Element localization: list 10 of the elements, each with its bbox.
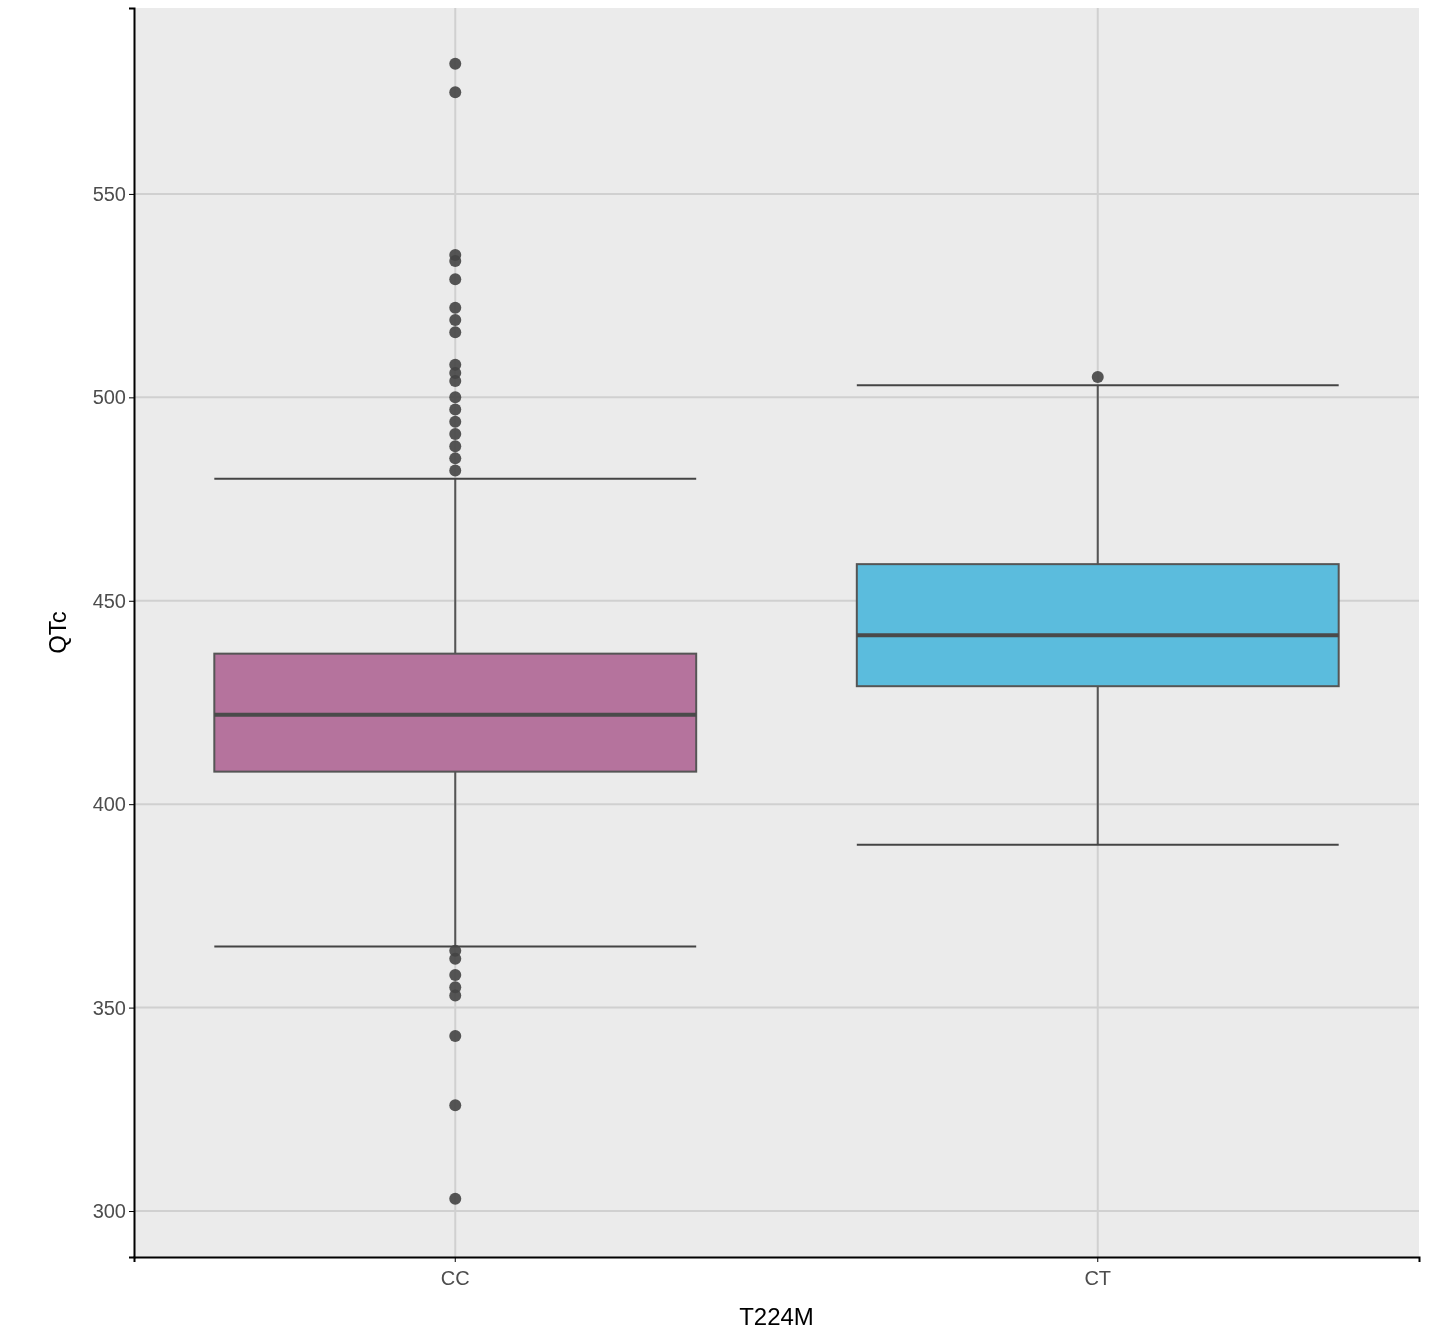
x-tick-label: CC <box>440 1267 470 1289</box>
y-tick-label: 400 <box>92 793 126 816</box>
y-tick-label: 500 <box>92 386 126 409</box>
y-tick-label: 350 <box>92 996 126 1019</box>
x-tick-label: CT <box>1084 1267 1112 1289</box>
x-axis-title: T224M <box>739 1303 814 1330</box>
y-tick-label: 300 <box>92 1199 126 1222</box>
y-tick-label: 450 <box>92 589 126 612</box>
y-axis-title: QTc <box>44 611 71 654</box>
y-tick-label: 550 <box>92 182 126 205</box>
